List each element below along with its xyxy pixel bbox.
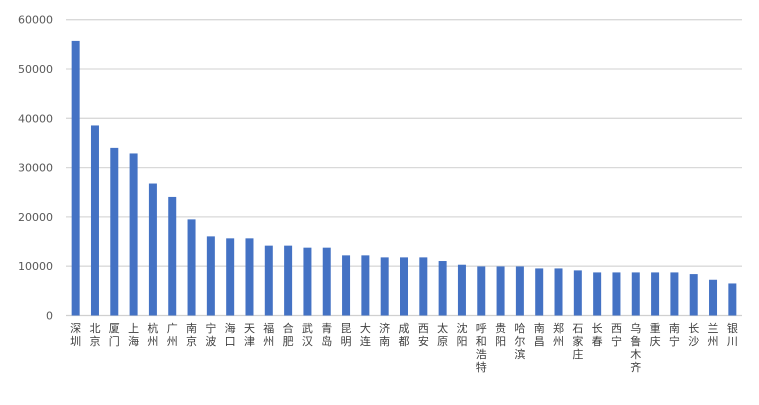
x-tick-label: 石家庄 [572,322,583,361]
x-tick-label: 大连 [360,321,371,348]
y-tick-label: 20000 [18,211,53,224]
bar [515,266,524,316]
bar [689,274,698,316]
x-tick-label: 郑州 [553,321,564,348]
bar [361,255,370,316]
bar [709,279,718,316]
bar [631,272,640,316]
x-tick-label: 长沙 [688,322,699,348]
bar [168,196,177,316]
bar [438,261,447,316]
bar [535,268,544,316]
bar [612,272,621,316]
x-tick-label: 西宁 [611,322,622,348]
bar [187,219,196,316]
x-tick-label: 济南 [379,321,390,348]
y-tick-label: 60000 [18,14,53,27]
bar [400,257,408,316]
x-tick-label: 福州 [263,321,274,348]
bar [226,238,235,316]
bar [90,125,99,316]
bar [264,245,273,316]
x-tick-label: 深圳 [70,322,81,348]
bar [148,183,157,316]
bar [129,153,138,316]
x-tick-label: 天津 [244,322,255,348]
x-tick-label: 银川 [727,321,738,348]
x-tick-label: 合肥 [283,321,294,348]
x-tick-label: 成都 [399,322,410,348]
x-tick-label: 广州 [167,322,178,348]
bar [554,268,563,316]
x-tick-label: 青岛 [321,322,332,348]
bar [71,40,80,316]
y-tick-label: 0 [46,310,53,323]
y-tick-label: 50000 [18,63,53,76]
bar [670,272,679,316]
bar [419,257,428,316]
x-tick-label: 杭州 [147,321,158,348]
x-tick-label: 沈阳 [456,321,467,348]
bar [206,236,215,316]
bar [245,238,254,316]
bar [651,272,660,316]
bar [380,257,389,316]
x-tick-label: 南京 [186,322,197,348]
bar [573,270,582,316]
x-tick-label: 乌鲁木齐 [630,321,641,374]
x-tick-label: 长春 [592,322,603,348]
x-tick-label: 贵阳 [495,322,506,348]
y-tick-label: 40000 [18,112,53,125]
x-tick-label: 太原 [437,322,448,348]
y-tick-label: 10000 [18,260,53,273]
y-tick-label: 30000 [18,162,53,175]
bar [342,255,351,316]
bar [728,283,737,316]
bar [496,266,505,316]
bar [303,247,312,316]
bar [284,245,293,316]
x-tick-label: 兰州 [708,322,719,348]
x-tick-label: 南宁 [669,322,680,348]
x-tick-label: 昆明 [341,322,352,348]
x-tick-label: 北京 [89,322,100,348]
x-tick-label: 呼和浩特 [476,322,487,374]
bar [477,266,486,316]
bar [593,272,602,316]
x-tick-label: 重庆 [650,321,661,348]
x-tick-label: 哈尔滨 [514,322,525,361]
bar [322,247,331,316]
x-tick-label: 宁波 [205,321,216,348]
x-tick-label: 西安 [418,322,429,348]
x-tick-label: 武汉 [302,322,313,348]
bar [110,147,119,316]
bar [457,264,466,316]
x-tick-label: 海口 [225,321,236,348]
x-tick-label: 南昌 [534,322,545,348]
x-tick-label: 上海 [128,322,139,348]
x-tick-label: 厦门 [109,322,120,348]
